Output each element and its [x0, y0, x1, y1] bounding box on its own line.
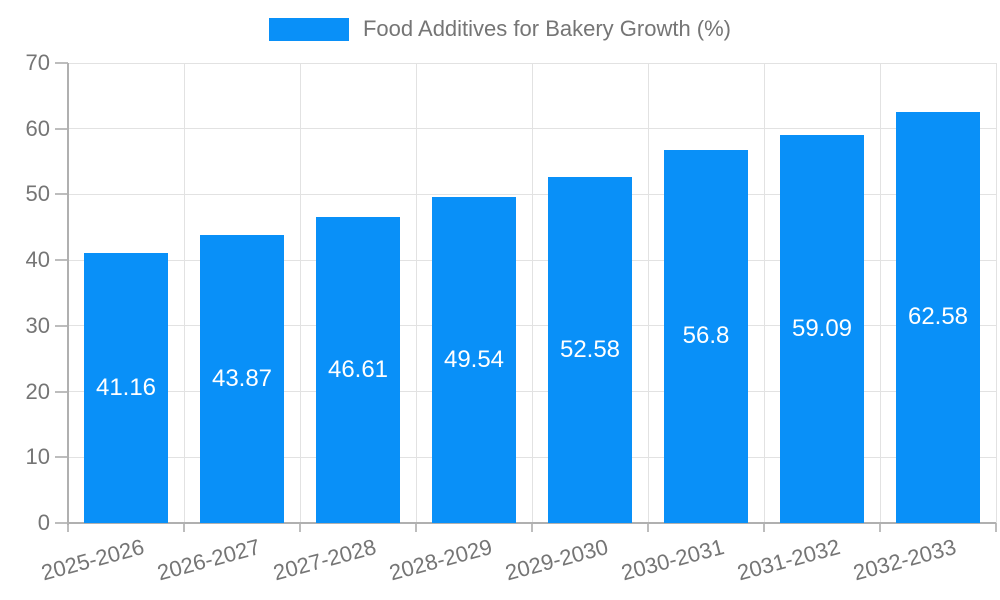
y-axis-tick-label: 60 [25, 115, 50, 141]
y-axis-tick-label: 40 [25, 247, 50, 273]
x-axis-tick-label: 2032-2033 [850, 534, 959, 586]
x-axis-tick-label: 2031-2032 [734, 534, 843, 586]
x-axis-tick-label: 2026-2027 [154, 534, 263, 586]
bar[interactable] [316, 216, 400, 523]
x-tick-mark [995, 523, 997, 532]
y-tick-mark [55, 456, 68, 459]
bar-value-label: 49.54 [443, 346, 505, 374]
y-tick-mark [55, 127, 68, 130]
bar[interactable] [780, 134, 864, 523]
v-gridline [995, 63, 997, 523]
y-tick-mark [55, 259, 68, 262]
x-tick-mark [531, 523, 533, 532]
v-gridline [299, 63, 301, 523]
x-axis-line [68, 522, 996, 524]
v-gridline [415, 63, 417, 523]
y-axis-tick-label: 0 [37, 510, 50, 535]
x-tick-mark [763, 523, 765, 532]
y-axis-tick-label: 70 [25, 50, 50, 75]
bar-value-label: 52.58 [559, 336, 621, 364]
bar-value-label: 59.09 [791, 314, 853, 342]
x-tick-mark [647, 523, 649, 532]
v-gridline [647, 63, 649, 523]
legend-swatch [268, 17, 349, 41]
y-tick-mark [55, 62, 68, 64]
y-axis-tick-label: 10 [25, 444, 50, 470]
x-tick-mark [299, 523, 301, 532]
bar[interactable] [548, 177, 632, 523]
bar[interactable] [84, 252, 168, 523]
v-gridline [183, 63, 185, 523]
x-tick-mark [183, 523, 185, 532]
v-gridline [763, 63, 765, 523]
bar-value-label: 43.87 [211, 364, 273, 392]
bar[interactable] [432, 197, 516, 523]
bar-value-label: 46.61 [327, 355, 389, 383]
y-axis-tick-label: 30 [25, 312, 50, 338]
x-axis-tick-label: 2025-2026 [38, 534, 147, 586]
x-tick-mark [415, 523, 417, 532]
x-axis-tick-label: 2027-2028 [270, 534, 379, 586]
legend-label: Food Additives for Bakery Growth (%) [362, 16, 732, 41]
y-axis-tick-label: 50 [25, 181, 50, 207]
y-axis-tick-label: 20 [25, 378, 50, 404]
x-axis-tick-label: 2030-2031 [618, 534, 727, 586]
x-axis-tick-label: 2029-2030 [502, 534, 611, 586]
legend-item[interactable]: Food Additives for Bakery Growth (%) [0, 16, 1000, 42]
v-gridline [879, 63, 881, 523]
y-axis-line [67, 63, 69, 525]
v-gridline [531, 63, 533, 523]
y-tick-mark [55, 390, 68, 393]
x-axis-tick-label: 2028-2029 [386, 534, 495, 586]
bar[interactable] [664, 149, 748, 523]
bar-value-label: 62.58 [907, 303, 969, 331]
y-tick-mark [55, 324, 68, 327]
y-tick-mark [55, 522, 68, 524]
x-tick-mark [67, 523, 69, 532]
bar[interactable] [200, 234, 284, 523]
x-tick-mark [879, 523, 881, 532]
bar-value-label: 41.16 [95, 373, 157, 401]
bar[interactable] [896, 111, 980, 523]
bar-value-label: 56.8 [682, 322, 730, 350]
y-tick-mark [55, 193, 68, 196]
